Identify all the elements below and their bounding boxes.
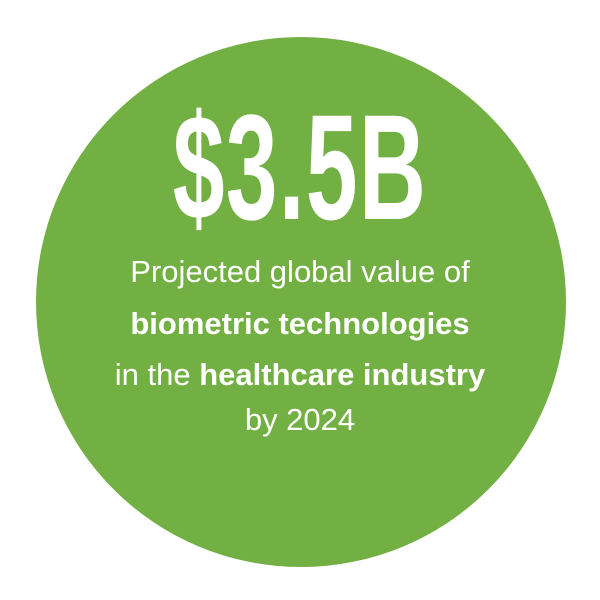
description-line-2: biometric technologies xyxy=(130,306,470,341)
description-line-3: in the healthcare industry xyxy=(0,355,600,395)
green-circle-badge xyxy=(36,37,566,567)
headline-value: $3.5B xyxy=(172,83,428,251)
description-line-1: Projected global value of xyxy=(130,254,470,289)
description-line-3-normal: in the xyxy=(114,357,200,392)
description-line-3-bold: healthcare industry xyxy=(199,357,486,392)
description-line-4: by 2024 xyxy=(244,402,356,437)
